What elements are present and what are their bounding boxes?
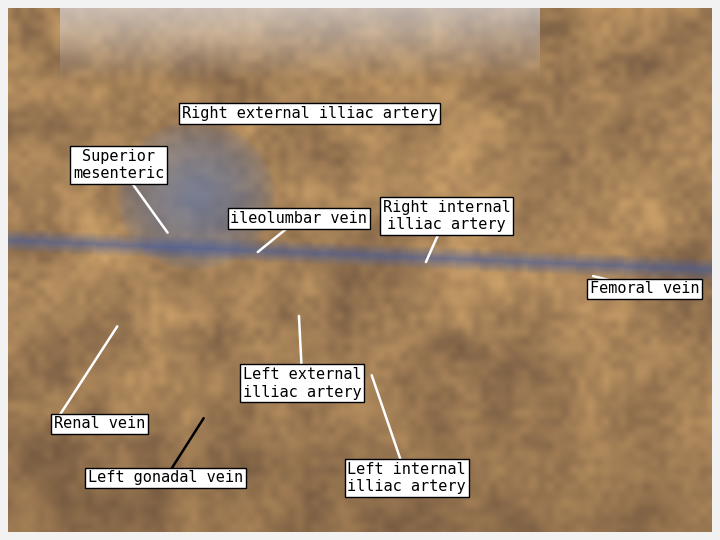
Text: Right external illiac artery: Right external illiac artery	[182, 106, 437, 121]
Text: Femoral vein: Femoral vein	[590, 281, 699, 296]
Text: Left internal
illiac artery: Left internal illiac artery	[348, 462, 466, 494]
Text: Left external
illiac artery: Left external illiac artery	[243, 367, 361, 400]
Text: Renal vein: Renal vein	[54, 416, 145, 431]
Text: Left gonadal vein: Left gonadal vein	[88, 470, 243, 485]
Text: Superior
mesenteric: Superior mesenteric	[73, 148, 164, 181]
Text: ileolumbar vein: ileolumbar vein	[230, 211, 367, 226]
Text: Right internal
illiac artery: Right internal illiac artery	[382, 200, 510, 232]
